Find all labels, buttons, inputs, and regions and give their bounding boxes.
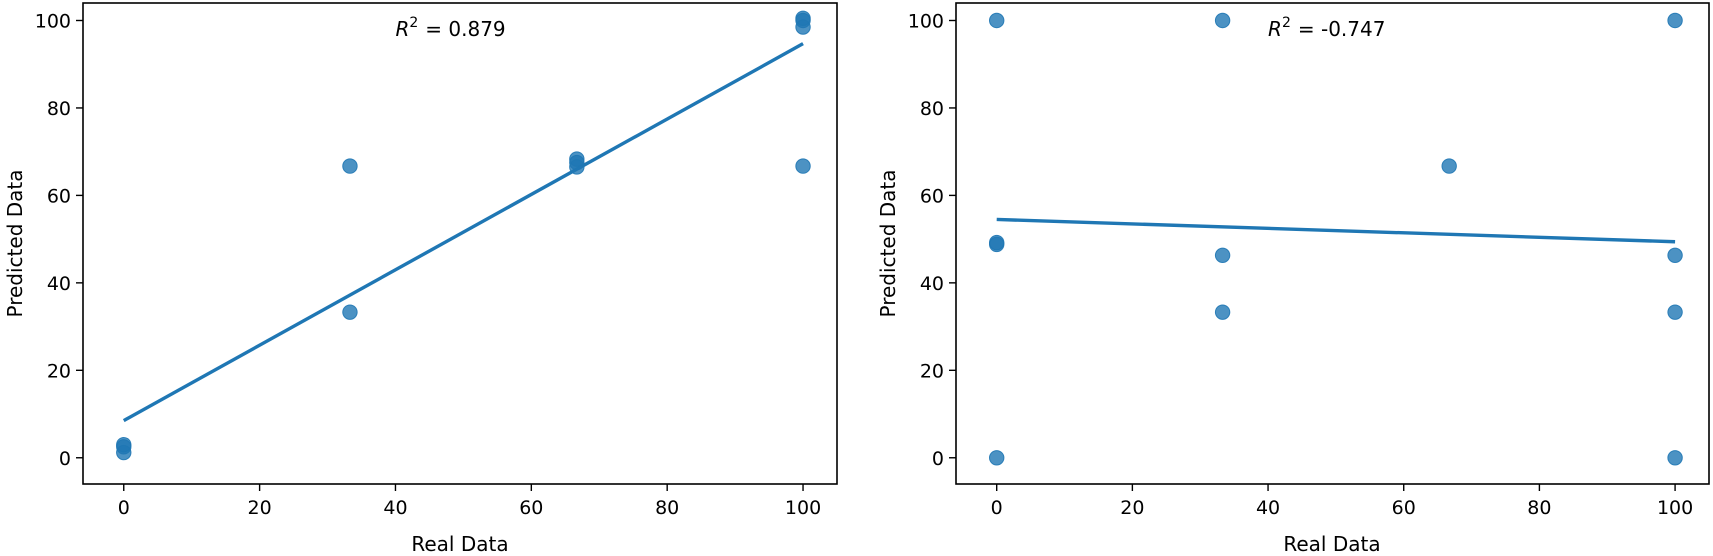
data-point — [795, 158, 811, 174]
y-tick-label: 60 — [47, 185, 71, 207]
data-point — [1667, 450, 1683, 466]
x-tick-label: 40 — [383, 497, 407, 519]
r-squared-value: = -0.747 — [1298, 17, 1386, 41]
y-tick-label: 40 — [47, 273, 71, 295]
x-axis-label: Real Data — [1283, 532, 1380, 556]
y-axis-label: Predicted Data — [876, 170, 900, 318]
y-tick-label: 0 — [59, 448, 71, 470]
r-squared-annotation: R2 = 0.879 — [395, 15, 505, 41]
data-point — [342, 304, 358, 320]
chart-panel-1: 0 20 40 60 80 100 0 20 40 60 80 100 Real Data Predict… — [3, 2, 838, 556]
x-axis-label: Real Data — [411, 532, 508, 556]
data-point — [116, 436, 132, 453]
plot-frame — [955, 2, 1710, 485]
data-point — [569, 151, 585, 167]
r-squared-superscript: 2 — [1282, 15, 1291, 31]
x-tick-label: 60 — [519, 497, 543, 519]
data-point — [1214, 247, 1231, 264]
x-tick-label: 100 — [785, 497, 821, 519]
data-point — [989, 450, 1005, 466]
x-tick-label: 20 — [248, 497, 272, 519]
data-point — [1214, 12, 1231, 29]
data-point — [989, 234, 1005, 251]
regression-line — [996, 217, 1676, 244]
y-tick-label: 20 — [920, 360, 944, 382]
y-tick-label: 100 — [35, 10, 71, 32]
data-point — [1667, 12, 1683, 29]
data-point — [1214, 304, 1231, 320]
data-point — [1441, 158, 1457, 174]
x-tick-label: 20 — [1120, 497, 1144, 519]
r-squared-symbol: R — [395, 17, 409, 41]
y-tick-label: 100 — [908, 10, 944, 32]
x-tick-label: 0 — [991, 497, 1003, 519]
plot-frame — [82, 2, 838, 485]
x-tick-label: 100 — [1657, 497, 1693, 519]
x-tick-label: 40 — [1256, 497, 1280, 519]
r-squared-value: = 0.879 — [425, 17, 505, 41]
x-tick-label: 0 — [118, 497, 130, 519]
r-squared-annotation: R2 = -0.747 — [1268, 15, 1385, 41]
data-point — [795, 10, 811, 27]
data-point — [342, 158, 358, 174]
regression-line — [122, 42, 804, 423]
x-tick-label: 80 — [1527, 497, 1551, 519]
x-tick-label: 60 — [1392, 497, 1416, 519]
y-tick-label: 80 — [920, 98, 944, 120]
data-point — [989, 12, 1005, 29]
y-tick-label: 80 — [47, 98, 71, 120]
chart-panel-2: 0 20 40 60 80 100 0 20 40 60 80 100 Real Data Predict… — [876, 2, 1710, 556]
y-axis-label: Predicted Data — [3, 170, 27, 318]
data-point — [1667, 247, 1683, 264]
y-tick-label: 40 — [920, 273, 944, 295]
r-squared-symbol: R — [1268, 17, 1282, 41]
y-tick-label: 0 — [932, 448, 944, 470]
x-tick-label: 80 — [655, 497, 679, 519]
r-squared-superscript: 2 — [409, 15, 418, 31]
y-tick-label: 60 — [920, 185, 944, 207]
y-tick-label: 20 — [47, 360, 71, 382]
data-point — [1667, 304, 1683, 320]
